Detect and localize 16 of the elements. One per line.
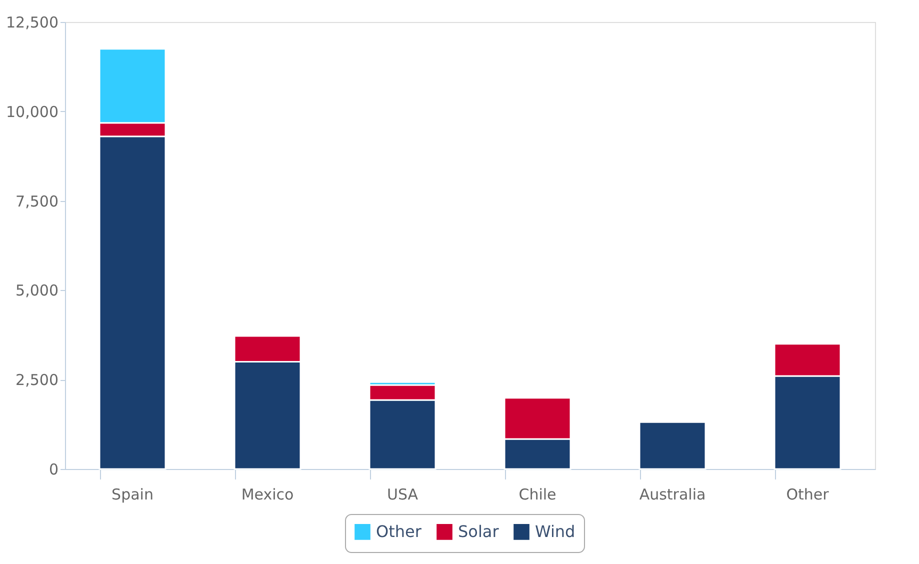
x-tick-label: Mexico [241,486,294,504]
legend-label: Solar [458,522,500,541]
y-tick-label: 2,500 [16,371,58,390]
x-tick-label: Other [786,486,830,504]
x-tick-label: USA [386,486,419,504]
x-tick-label: Australia [639,486,706,504]
x-tick-label: Spain [112,486,154,504]
y-tick-label: 12,500 [6,14,58,32]
y-tick-label: 7,500 [16,192,58,210]
legend-label: Wind [535,522,576,541]
legend-label: Other [376,522,422,541]
y-tick-label: 5,000 [16,282,58,300]
y-tick-label: 0 [48,460,58,478]
x-tick-label: Chile [518,486,556,504]
y-tick-label: 10,000 [6,102,58,121]
bar [638,421,706,470]
